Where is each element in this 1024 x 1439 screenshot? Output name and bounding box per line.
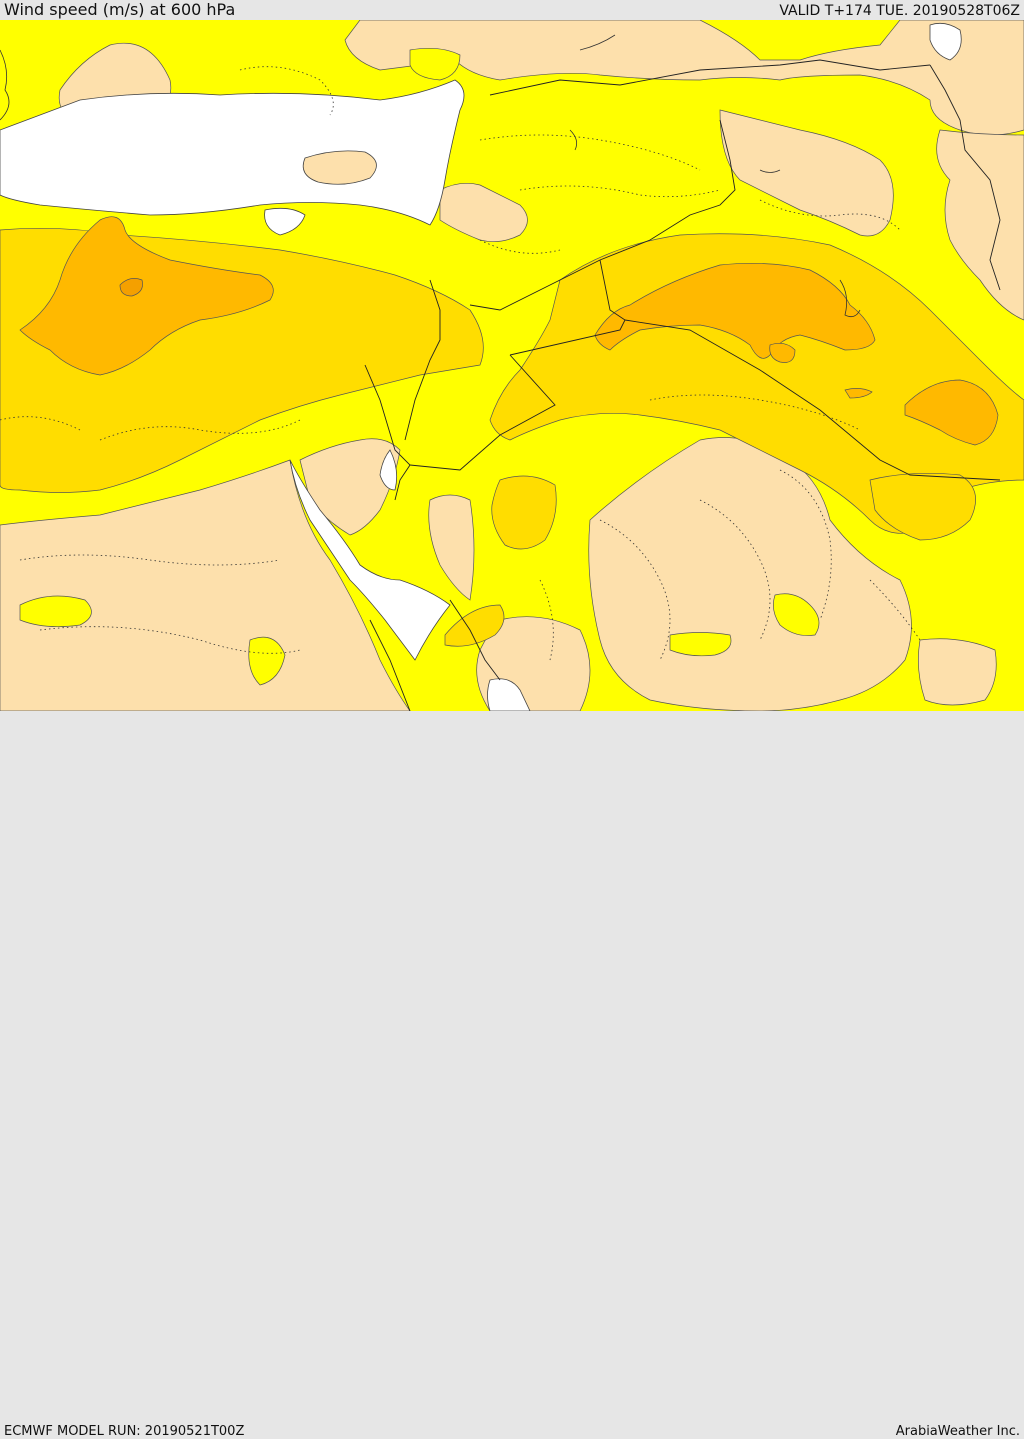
aqaba-gulf [379,449,398,491]
moderate-patch-sinai [491,475,557,550]
strong-spot-1 [769,343,796,363]
strong-spot-2 [844,388,873,399]
header-bar: Wind speed (m/s) at 600 hPa VALID T+174 … [0,0,1024,20]
border-sinai [364,364,411,501]
light-patch-arabia2 [669,632,732,657]
lake-van [929,22,962,61]
strong-core-southeast [904,379,999,446]
border-syria-iraq [469,119,736,311]
strong-wind-cores [19,216,999,446]
light-patch-north [409,48,461,81]
border-israel [404,279,441,441]
model-run-label: ECMWF MODEL RUN: 20190521T00Z [4,1424,245,1439]
credit-label: ArabiaWeather Inc. [895,1424,1020,1439]
mediterranean-sea [0,79,465,226]
calm-red-sea-coast [428,494,475,601]
calm-land-areas [0,20,1024,711]
sea-areas [0,22,962,711]
strongest-spot-west [119,278,143,297]
calm-northeast [936,129,1024,321]
calm-lebanon [439,183,528,242]
calm-north-central [344,20,1024,136]
border-iran [929,64,1001,291]
border-syria-north [489,59,931,96]
wind-speed-map [0,20,1024,711]
border-iraq-saudi [624,319,1001,481]
country-borders [364,59,1001,711]
calm-east-patch [918,638,997,706]
border-jordan-saudi [409,354,556,471]
red-sea-north [289,459,451,661]
strong-core-east [594,263,876,359]
footer-bar: ECMWF MODEL RUN: 20190521T00Z ArabiaWeat… [0,711,1024,1438]
strongest-wind-spots [119,278,143,297]
calm-iraq-north [719,109,894,237]
light-wind-patches [19,48,820,686]
valid-time: VALID T+174 TUE. 20190528T06Z [779,3,1020,19]
light-patch-egypt [19,595,92,627]
strong-core-west [19,216,274,376]
coastlines [0,34,861,318]
crete-sea-patch [264,207,306,236]
map-title: Wind speed (m/s) at 600 hPa [4,0,236,19]
red-sea-south [487,678,531,711]
border-sudan [369,619,411,711]
admin-boundaries [0,66,921,661]
light-patch-arabia [773,593,820,636]
light-patch-egypt2 [248,636,286,686]
moderate-patch-east [869,473,976,541]
moderate-patch-redsea [444,604,505,647]
cyprus-land [302,150,377,185]
border-saudi-egypt-coast [449,599,501,681]
